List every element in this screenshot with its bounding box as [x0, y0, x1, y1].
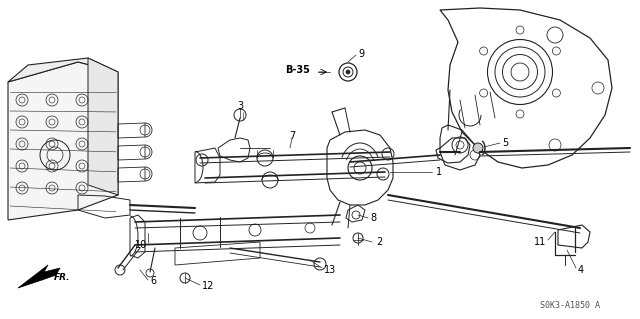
Text: 2: 2: [376, 237, 382, 247]
Circle shape: [346, 70, 350, 74]
Text: FR.: FR.: [54, 272, 70, 281]
Text: 12: 12: [202, 281, 214, 291]
Text: 8: 8: [370, 213, 376, 223]
Text: 7: 7: [289, 131, 295, 141]
Text: 6: 6: [150, 276, 156, 286]
Text: B-35: B-35: [285, 65, 310, 75]
Text: S0K3-A1850 A: S0K3-A1850 A: [540, 301, 600, 310]
Text: 4: 4: [578, 265, 584, 275]
Text: 11: 11: [534, 237, 546, 247]
Text: 10: 10: [135, 240, 147, 250]
Polygon shape: [88, 58, 118, 195]
Text: 13: 13: [324, 265, 336, 275]
Text: 3: 3: [237, 101, 243, 111]
Text: 1: 1: [436, 167, 442, 177]
Text: 9: 9: [358, 49, 364, 59]
Text: 5: 5: [502, 138, 508, 148]
Polygon shape: [8, 58, 118, 82]
Polygon shape: [18, 265, 60, 288]
Circle shape: [473, 143, 483, 153]
Polygon shape: [8, 62, 118, 220]
